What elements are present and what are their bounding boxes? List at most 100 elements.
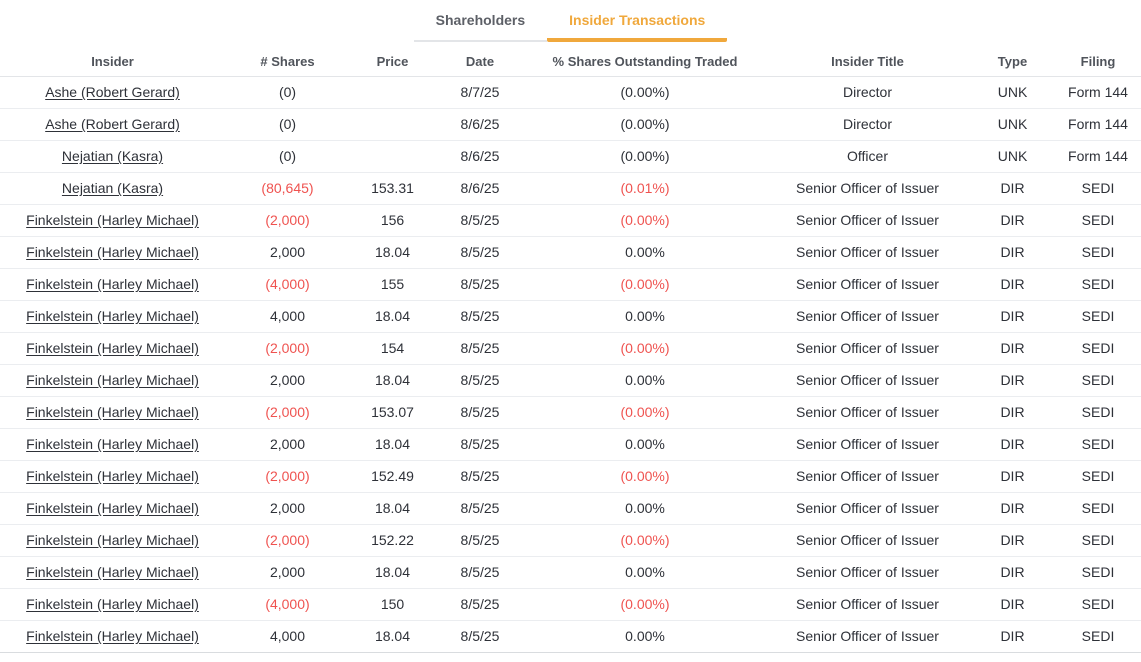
- insider-link[interactable]: Finkelstein (Harley Michael): [26, 372, 199, 388]
- insider-link[interactable]: Finkelstein (Harley Michael): [26, 532, 199, 548]
- insider-link[interactable]: Finkelstein (Harley Michael): [26, 596, 199, 612]
- date-cell: 8/5/25: [435, 396, 525, 429]
- shares-cell: (0): [225, 76, 350, 109]
- price-cell: 153.07: [350, 396, 435, 429]
- date-cell: 8/5/25: [435, 460, 525, 493]
- date-cell: 8/5/25: [435, 236, 525, 269]
- tab-insider-transactions[interactable]: Insider Transactions: [547, 6, 728, 42]
- pct-cell: 0.00%: [525, 428, 765, 461]
- col-date: Date: [435, 48, 525, 77]
- table-row: Finkelstein (Harley Michael) (2,000) 152…: [0, 460, 1141, 493]
- pct-cell: (0.00%): [525, 588, 765, 621]
- filing-cell: SEDI: [1055, 364, 1141, 397]
- col-type: Type: [970, 48, 1055, 77]
- shares-cell: (2,000): [225, 460, 350, 493]
- price-cell: 18.04: [350, 236, 435, 269]
- pct-cell: 0.00%: [525, 556, 765, 589]
- insider-link[interactable]: Ashe (Robert Gerard): [45, 84, 180, 100]
- table-row: Finkelstein (Harley Michael) 2,000 18.04…: [0, 364, 1141, 397]
- title-cell: Senior Officer of Issuer: [765, 332, 970, 365]
- filing-cell: Form 144: [1055, 140, 1141, 173]
- insider-cell: Ashe (Robert Gerard): [0, 76, 225, 109]
- title-cell: Senior Officer of Issuer: [765, 428, 970, 461]
- insider-link[interactable]: Finkelstein (Harley Michael): [26, 212, 199, 228]
- insider-cell: Finkelstein (Harley Michael): [0, 204, 225, 237]
- insider-link[interactable]: Finkelstein (Harley Michael): [26, 500, 199, 516]
- title-cell: Senior Officer of Issuer: [765, 460, 970, 493]
- insider-link[interactable]: Finkelstein (Harley Michael): [26, 404, 199, 420]
- price-cell: 18.04: [350, 364, 435, 397]
- table-row: Ashe (Robert Gerard) (0) 8/6/25 (0.00%) …: [0, 108, 1141, 141]
- type-cell: DIR: [970, 332, 1055, 365]
- price-cell: 155: [350, 268, 435, 301]
- table-row: Ashe (Robert Gerard) (0) 8/7/25 (0.00%) …: [0, 76, 1141, 109]
- price-cell: 152.49: [350, 460, 435, 493]
- filing-cell: SEDI: [1055, 236, 1141, 269]
- price-cell: [350, 140, 435, 173]
- insider-cell: Finkelstein (Harley Michael): [0, 556, 225, 589]
- shares-cell: (2,000): [225, 332, 350, 365]
- shares-cell: (2,000): [225, 524, 350, 557]
- insider-cell: Finkelstein (Harley Michael): [0, 588, 225, 621]
- insider-link[interactable]: Finkelstein (Harley Michael): [26, 468, 199, 484]
- price-cell: 150: [350, 588, 435, 621]
- price-cell: 154: [350, 332, 435, 365]
- date-cell: 8/5/25: [435, 300, 525, 333]
- pct-cell: (0.00%): [525, 396, 765, 429]
- price-cell: 156: [350, 204, 435, 237]
- type-cell: DIR: [970, 300, 1055, 333]
- title-cell: Senior Officer of Issuer: [765, 268, 970, 301]
- insider-link[interactable]: Nejatian (Kasra): [61, 180, 164, 196]
- date-cell: 8/5/25: [435, 556, 525, 589]
- pct-cell: (0.00%): [525, 268, 765, 301]
- insider-cell: Finkelstein (Harley Michael): [0, 396, 225, 429]
- insider-cell: Finkelstein (Harley Michael): [0, 428, 225, 461]
- insider-cell: Finkelstein (Harley Michael): [0, 524, 225, 557]
- insider-link[interactable]: Ashe (Robert Gerard): [45, 116, 180, 132]
- insider-link[interactable]: Nejatian (Kasra): [61, 148, 164, 164]
- insider-link[interactable]: Finkelstein (Harley Michael): [26, 340, 199, 356]
- table-row: Finkelstein (Harley Michael) (2,000) 154…: [0, 332, 1141, 365]
- type-cell: DIR: [970, 396, 1055, 429]
- pct-cell: (0.00%): [525, 332, 765, 365]
- title-cell: Senior Officer of Issuer: [765, 396, 970, 429]
- date-cell: 8/5/25: [435, 524, 525, 557]
- date-cell: 8/5/25: [435, 268, 525, 301]
- tab-shareholders[interactable]: Shareholders: [413, 6, 548, 42]
- col-insider-title: Insider Title: [765, 48, 970, 77]
- title-cell: Senior Officer of Issuer: [765, 236, 970, 269]
- table-row: Finkelstein (Harley Michael) (4,000) 150…: [0, 588, 1141, 621]
- type-cell: DIR: [970, 364, 1055, 397]
- insider-cell: Nejatian (Kasra): [0, 140, 225, 173]
- insider-link[interactable]: Finkelstein (Harley Michael): [26, 244, 199, 260]
- type-cell: DIR: [970, 556, 1055, 589]
- type-cell: DIR: [970, 268, 1055, 301]
- type-cell: DIR: [970, 492, 1055, 525]
- filing-cell: SEDI: [1055, 300, 1141, 333]
- table-row: Finkelstein (Harley Michael) (2,000) 153…: [0, 396, 1141, 429]
- shares-cell: (2,000): [225, 204, 350, 237]
- insider-link[interactable]: Finkelstein (Harley Michael): [26, 436, 199, 452]
- title-cell: Senior Officer of Issuer: [765, 620, 970, 653]
- pct-cell: 0.00%: [525, 236, 765, 269]
- title-cell: Officer: [765, 140, 970, 173]
- price-cell: [350, 108, 435, 141]
- price-cell: 18.04: [350, 620, 435, 653]
- price-cell: 18.04: [350, 428, 435, 461]
- pct-cell: 0.00%: [525, 620, 765, 653]
- title-cell: Director: [765, 108, 970, 141]
- insider-link[interactable]: Finkelstein (Harley Michael): [26, 564, 199, 580]
- insider-link[interactable]: Finkelstein (Harley Michael): [26, 628, 199, 644]
- insider-transactions-table: Insider # Shares Price Date % Shares Out…: [0, 48, 1141, 653]
- insider-link[interactable]: Finkelstein (Harley Michael): [26, 308, 199, 324]
- table-row: Finkelstein (Harley Michael) 4,000 18.04…: [0, 620, 1141, 653]
- tabs: Shareholders Insider Transactions: [0, 0, 1141, 42]
- table-row: Finkelstein (Harley Michael) 2,000 18.04…: [0, 556, 1141, 589]
- date-cell: 8/5/25: [435, 620, 525, 653]
- insider-link[interactable]: Finkelstein (Harley Michael): [26, 276, 199, 292]
- pct-cell: 0.00%: [525, 364, 765, 397]
- type-cell: UNK: [970, 108, 1055, 141]
- date-cell: 8/5/25: [435, 492, 525, 525]
- type-cell: DIR: [970, 236, 1055, 269]
- pct-cell: (0.00%): [525, 460, 765, 493]
